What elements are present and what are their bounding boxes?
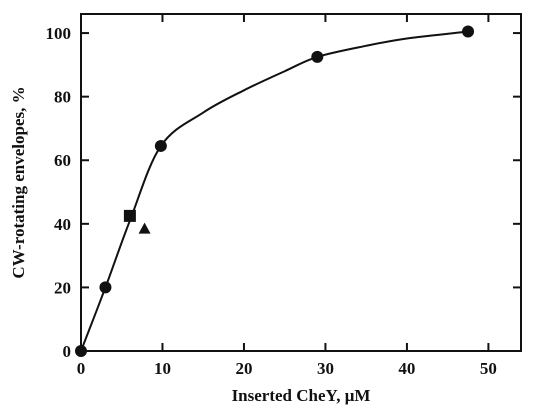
y-tick-label: 20	[54, 278, 71, 297]
data-point-square	[123, 209, 136, 222]
data-point-circle	[99, 281, 112, 294]
x-tick-label: 50	[480, 359, 497, 378]
y-axis-ticks: 0 20 40 60 80 100	[46, 24, 521, 361]
x-axis-ticks: 0 10 20 30 40 50	[77, 14, 497, 378]
data-point-triangle	[138, 222, 151, 234]
data-point-circle	[154, 139, 167, 152]
x-tick-label: 40	[398, 359, 415, 378]
y-tick-label: 100	[46, 24, 72, 43]
y-tick-label: 60	[54, 151, 71, 170]
x-tick-label: 10	[154, 359, 171, 378]
x-tick-label: 20	[235, 359, 252, 378]
y-tick-label: 40	[54, 215, 71, 234]
data-point-circle	[75, 345, 87, 357]
y-axis-label: CW-rotating envelopes, %	[9, 86, 28, 278]
y-tick-label: 80	[54, 88, 71, 107]
x-tick-label: 30	[317, 359, 334, 378]
x-tick-label: 0	[77, 359, 86, 378]
plot-frame	[80, 13, 522, 352]
y-tick-label: 0	[63, 342, 72, 361]
data-markers	[75, 25, 475, 357]
fit-curve	[80, 30, 469, 352]
x-axis-label: Inserted CheY, μM	[232, 386, 371, 405]
data-point-circle	[462, 25, 475, 38]
data-point-circle	[311, 50, 324, 63]
